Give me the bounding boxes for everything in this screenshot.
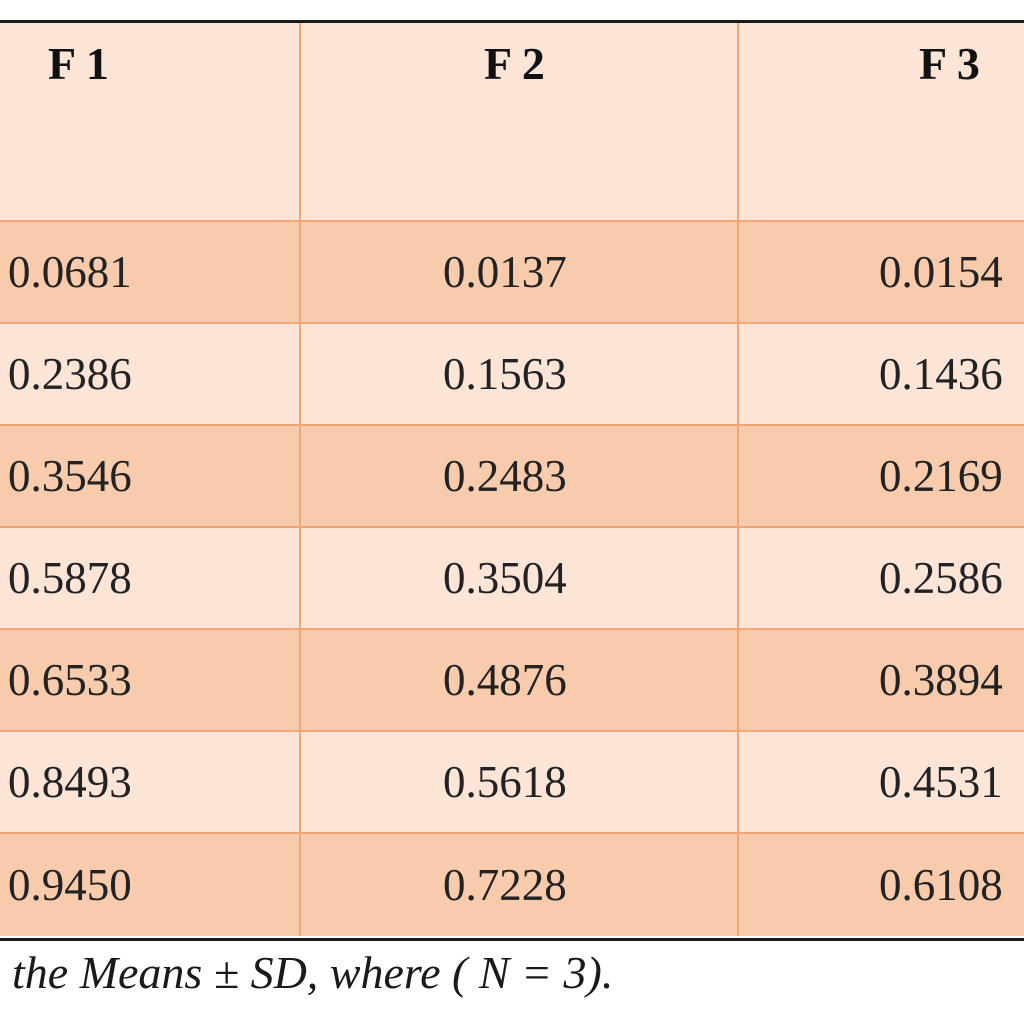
header-f3: F 3 — [738, 23, 1024, 222]
cell-f2: 0.1563 — [300, 323, 739, 426]
cell-f1: 0.9450 — [0, 833, 301, 936]
cell-f1: 0.3546 — [0, 425, 301, 528]
cell-f3: 0.6108 — [738, 833, 1024, 936]
cell-f3: 0.0154 — [738, 221, 1024, 324]
header-row: F 1 F 2 F 3 — [0, 23, 1024, 222]
cell-f3: 0.3894 — [738, 629, 1024, 732]
cell-f2: 0.2483 — [300, 425, 739, 528]
cell-f1: 0.8493 — [0, 731, 301, 834]
cell-f2: 0.5618 — [300, 731, 739, 834]
table-row: 0.8493 0.5618 0.4531 — [0, 731, 1024, 834]
header-f2: F 2 — [300, 23, 739, 222]
header-f1: F 1 — [0, 23, 301, 222]
table-top-rule — [0, 20, 1024, 23]
table-row: 0.3546 0.2483 0.2169 — [0, 425, 1024, 528]
cell-f2: 0.7228 — [300, 833, 739, 936]
cell-f1: 0.5878 — [0, 527, 301, 630]
cell-f1: 0.0681 — [0, 221, 301, 324]
table-row: 0.9450 0.7228 0.6108 — [0, 833, 1024, 936]
cell-f2: 0.4876 — [300, 629, 739, 732]
cell-f3: 0.2169 — [738, 425, 1024, 528]
table-row: 0.5878 0.3504 0.2586 — [0, 527, 1024, 630]
table-row: 0.0681 0.0137 0.0154 — [0, 221, 1024, 324]
table-container: F 1 F 2 F 3 0.0681 0.0137 0.0154 0.2386 … — [0, 23, 1024, 938]
data-table: F 1 F 2 F 3 0.0681 0.0137 0.0154 0.2386 … — [0, 23, 1024, 936]
cell-f3: 0.4531 — [738, 731, 1024, 834]
table-footnote: the Means ± SD, where ( N = 3). — [12, 947, 614, 998]
table-bottom-rule — [0, 938, 1024, 941]
cell-f3: 0.2586 — [738, 527, 1024, 630]
cell-f1: 0.2386 — [0, 323, 301, 426]
table-row: 0.2386 0.1563 0.1436 — [0, 323, 1024, 426]
cell-f3: 0.1436 — [738, 323, 1024, 426]
cell-f2: 0.3504 — [300, 527, 739, 630]
cell-f2: 0.0137 — [300, 221, 739, 324]
table-row: 0.6533 0.4876 0.3894 — [0, 629, 1024, 732]
cell-f1: 0.6533 — [0, 629, 301, 732]
